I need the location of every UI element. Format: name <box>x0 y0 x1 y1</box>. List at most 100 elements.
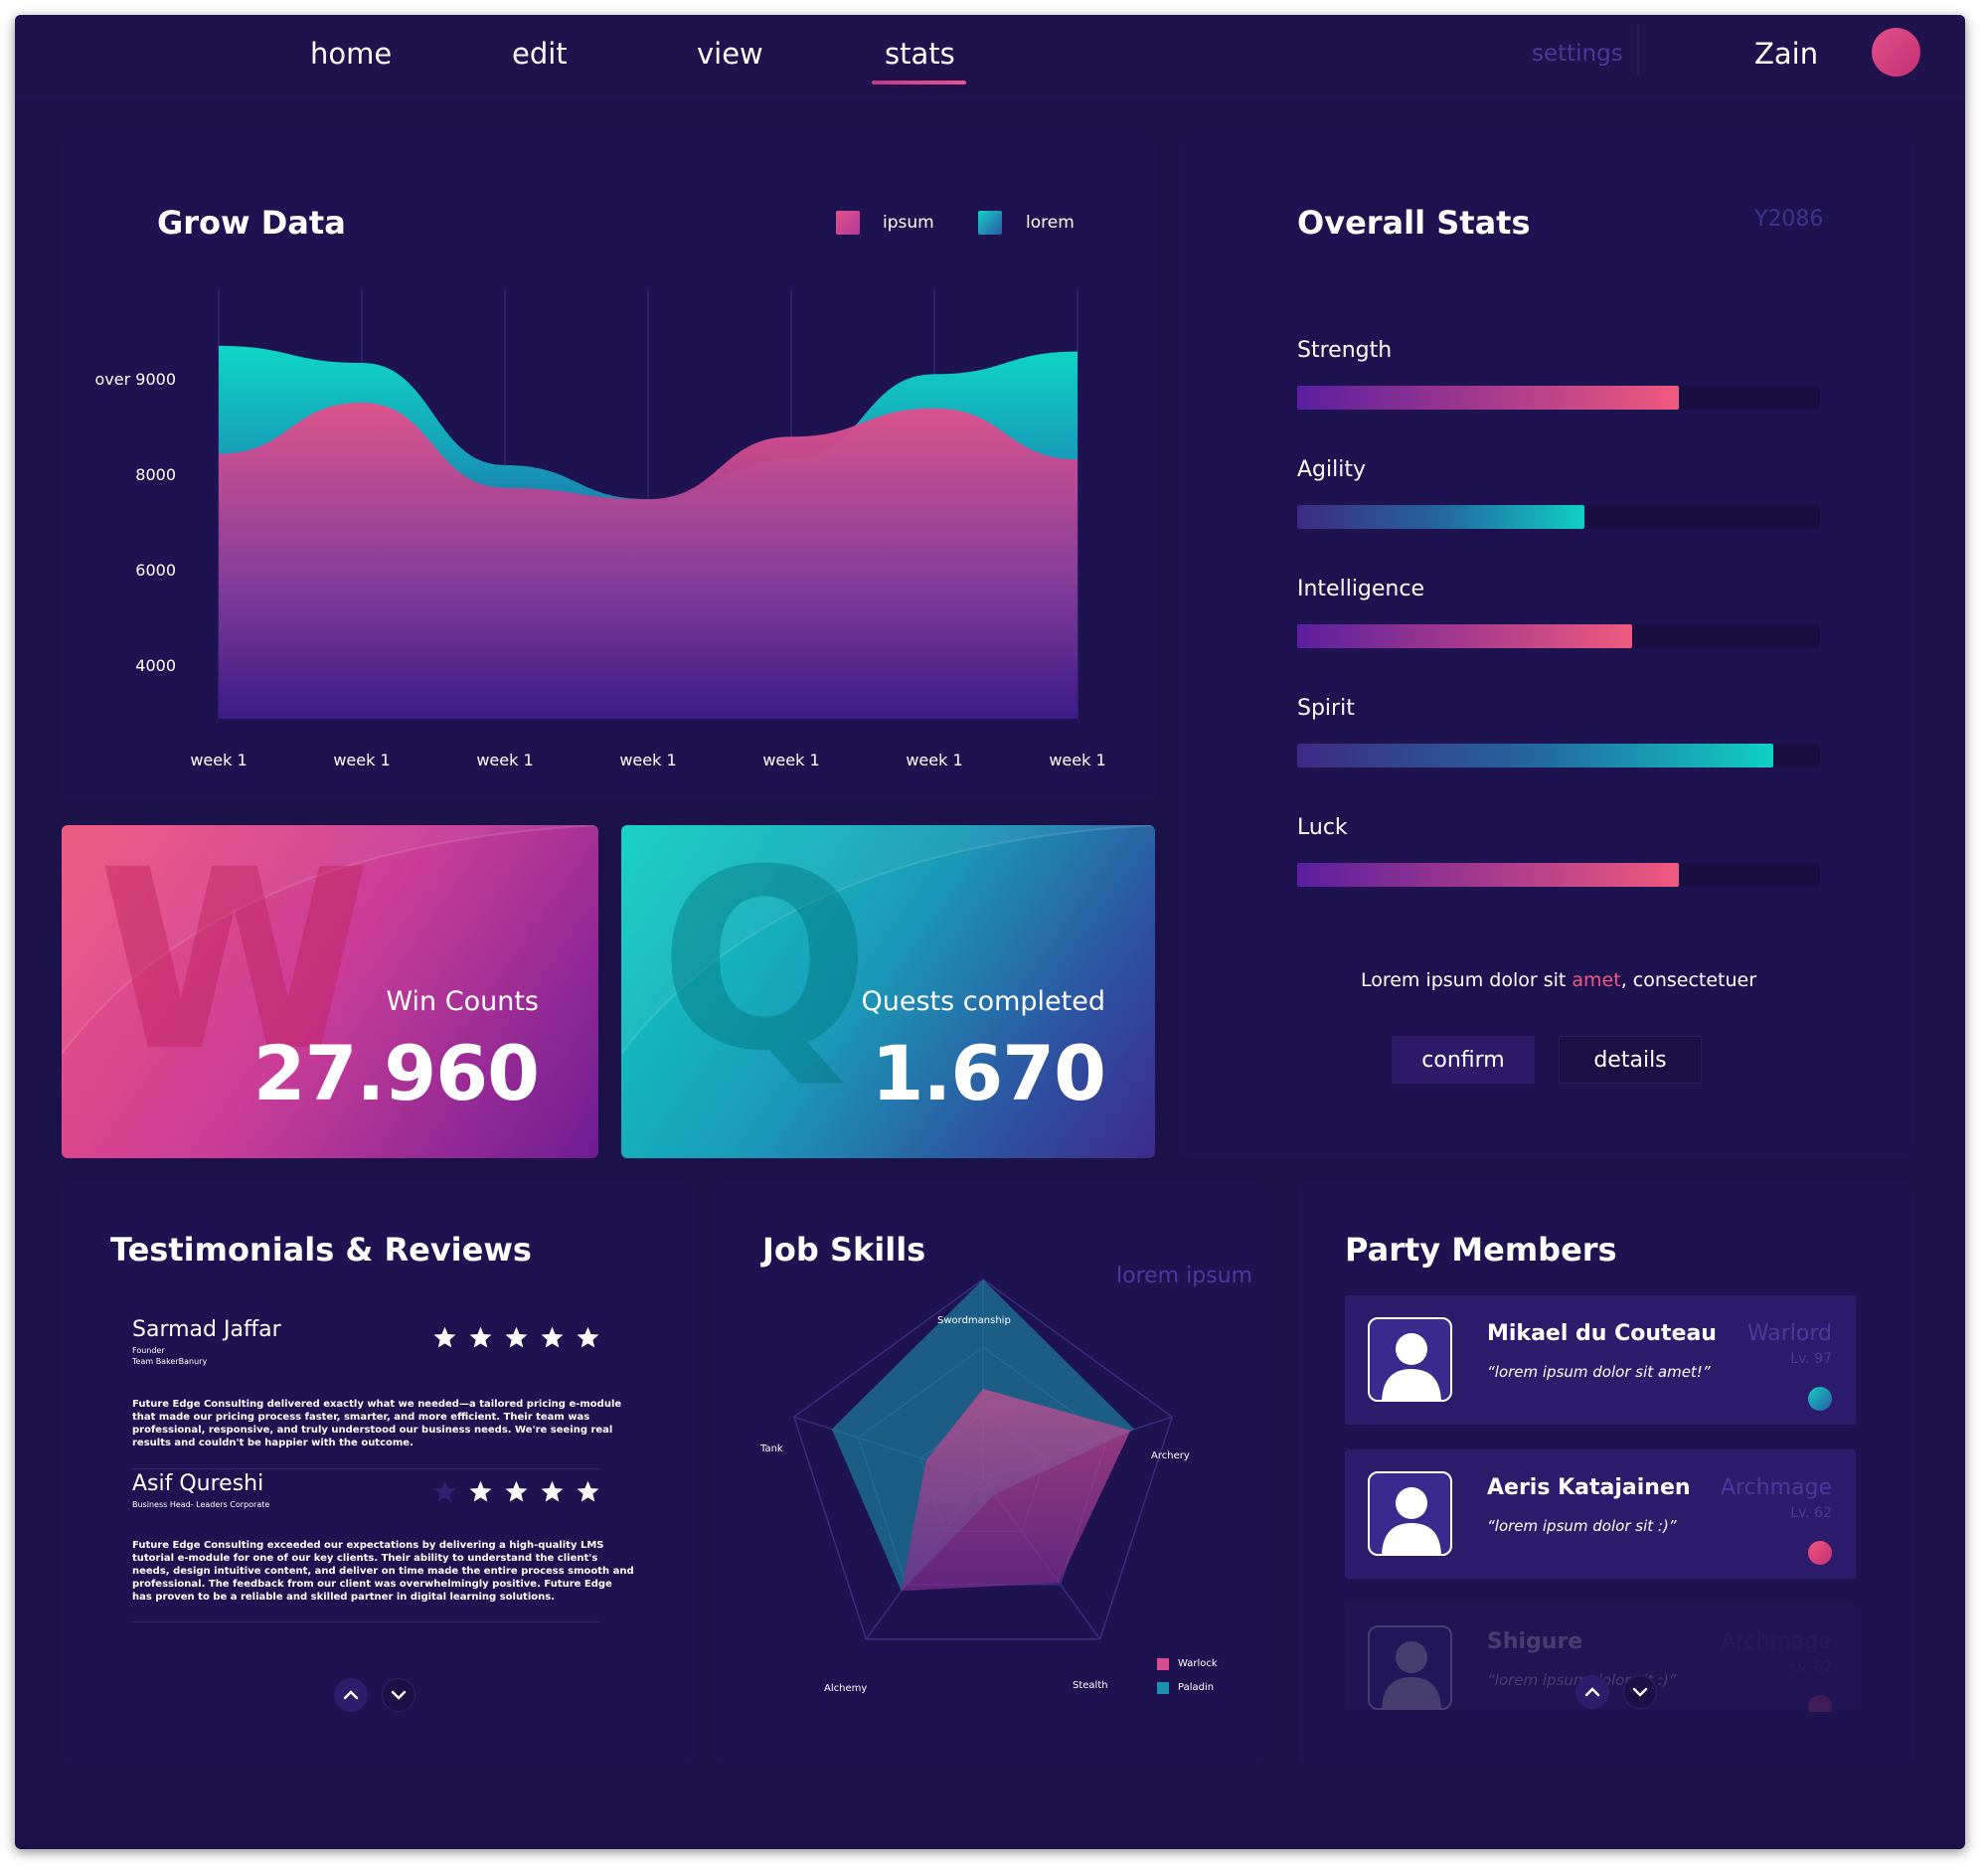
legend-swatch-lorem <box>978 211 1002 235</box>
nav-edit[interactable]: edit <box>512 37 568 71</box>
card-shine <box>62 825 598 1055</box>
radar-legend-label-paladin: Paladin <box>1178 1682 1215 1693</box>
stat-bar-agility <box>1297 505 1820 529</box>
stat-bar-fill <box>1297 505 1585 529</box>
star-icon <box>469 1326 492 1348</box>
user-icon <box>1382 1333 1441 1400</box>
grow-data-panel: Grow Data ipsum lorem over 90 <box>62 134 1155 800</box>
job-skills-radar-chart <box>792 1278 1174 1640</box>
confirm-button[interactable]: confirm <box>1392 1036 1535 1084</box>
member-avatar <box>1368 1471 1452 1556</box>
member-level: Lv. 62 <box>1790 1505 1832 1521</box>
star-rating <box>432 1479 600 1504</box>
review-text: Future Edge Consulting delivered exactly… <box>132 1399 622 1448</box>
star-icon <box>541 1480 564 1502</box>
stat-name-intelligence: Intelligence <box>1297 577 1425 601</box>
job-skills-title: Job Skills <box>762 1231 926 1269</box>
avatar[interactable] <box>1872 28 1920 77</box>
member-class: Archmage <box>1720 1475 1832 1500</box>
reviewer-role: Business Head- Leaders Corporate <box>132 1500 270 1509</box>
radar-axis-label: Archery <box>1151 1450 1190 1461</box>
reviewer-name: Sarmad Jaffar <box>132 1317 281 1342</box>
legend-label-ipsum: ipsum <box>883 213 934 233</box>
stat-bar-fill <box>1297 744 1773 767</box>
radar-axis-label: Alchemy <box>824 1683 868 1694</box>
win-counts-label: Win Counts <box>386 986 539 1017</box>
win-counts-value: 27.960 <box>252 1029 540 1117</box>
x-tick-label: week 1 <box>333 751 391 769</box>
member-quote: “lorem ipsum dolor sit amet!” <box>1487 1363 1711 1381</box>
details-button[interactable]: details <box>1559 1036 1702 1084</box>
settings-link[interactable]: settings <box>1532 41 1623 67</box>
y-tick-label: 6000 <box>135 561 176 580</box>
member-status-dot <box>1808 1695 1832 1712</box>
member-name: Aeris Katajainen <box>1487 1475 1691 1500</box>
x-tick-label: week 1 <box>619 751 677 769</box>
radar-axis-label: Tank <box>760 1444 783 1454</box>
radar-axis-label: Swordmanship <box>937 1315 1011 1326</box>
party-scroll-up-button[interactable] <box>1575 1675 1609 1709</box>
review-text: Future Edge Consulting exceeded our expe… <box>132 1540 634 1603</box>
quests-completed-value: 1.670 <box>871 1029 1106 1117</box>
stat-bar-intelligence <box>1297 624 1820 648</box>
party-member-card[interactable]: Mikael du Couteau “lorem ipsum dolor sit… <box>1345 1295 1856 1425</box>
grow-data-title: Grow Data <box>157 204 346 242</box>
x-tick-label: week 1 <box>906 751 963 769</box>
x-tick-label: week 1 <box>476 751 534 769</box>
stat-bar-spirit <box>1297 744 1820 767</box>
quests-completed-card[interactable]: Q Quests completed 1.670 <box>621 825 1155 1158</box>
member-class: Warlord <box>1746 1321 1832 1346</box>
reviewer-company: Team BakerBanury <box>132 1357 208 1366</box>
username[interactable]: Zain <box>1754 37 1819 71</box>
radar-legend-swatch-warlock <box>1157 1658 1169 1670</box>
nav-view[interactable]: view <box>697 37 763 71</box>
card-watermark-letter: W <box>97 825 372 1105</box>
party-scroll-down-button[interactable] <box>1623 1675 1657 1709</box>
legend-swatch-ipsum <box>836 211 860 235</box>
caption-text: Lorem ipsum dolor sit <box>1360 969 1573 991</box>
scroll-up-button[interactable] <box>334 1678 368 1712</box>
chevron-up-icon <box>343 1690 359 1700</box>
y-tick-label: over 9000 <box>94 370 176 389</box>
radar-legend-label-warlock: Warlock <box>1178 1658 1218 1669</box>
party-member-card[interactable]: Aeris Katajainen “lorem ipsum dolor sit … <box>1345 1449 1856 1579</box>
stat-bar-fill <box>1297 863 1679 887</box>
stat-name-spirit: Spirit <box>1297 696 1355 721</box>
nav-home[interactable]: home <box>310 37 393 71</box>
review-divider <box>132 1468 599 1469</box>
win-counts-card[interactable]: W Win Counts 27.960 <box>62 825 598 1158</box>
x-tick-label: week 1 <box>762 751 820 769</box>
y-tick-label: 4000 <box>135 656 176 675</box>
star-rating <box>432 1325 600 1350</box>
member-name: Mikael du Couteau <box>1487 1321 1717 1346</box>
radar-grid-ring <box>792 1278 1174 1640</box>
member-level: Lv. 97 <box>1790 1351 1832 1367</box>
active-tab-indicator <box>872 81 966 85</box>
star-icon <box>433 1480 456 1502</box>
testimonials-panel <box>62 1183 694 1765</box>
reviewer-role: Founder <box>132 1346 165 1355</box>
nav-stats[interactable]: stats <box>885 37 955 71</box>
x-tick-label: week 1 <box>1049 751 1106 769</box>
user-icon <box>1382 1641 1441 1708</box>
stat-name-agility: Agility <box>1297 457 1366 482</box>
stat-bar-fill <box>1297 386 1679 410</box>
star-icon <box>433 1326 456 1348</box>
star-icon <box>577 1480 599 1502</box>
radar-axis-label: Stealth <box>1073 1680 1108 1691</box>
card-watermark-letter: Q <box>659 825 871 1105</box>
job-skills-subtitle: lorem ipsum <box>1116 1264 1253 1288</box>
chevron-up-icon <box>1584 1687 1600 1697</box>
member-name: Shigure <box>1487 1629 1583 1654</box>
radar-series-warlock <box>901 1389 1131 1592</box>
scroll-down-button[interactable] <box>382 1678 415 1712</box>
x-tick-label: week 1 <box>190 751 248 769</box>
member-level: Lv. 62 <box>1790 1659 1832 1675</box>
radar-legend-swatch-paladin <box>1157 1682 1169 1694</box>
caption-accent: amet <box>1572 969 1621 991</box>
party-list-viewport: Mikael du Couteau “lorem ipsum dolor sit… <box>15 15 1965 1712</box>
caption-text-end: , consectetuer <box>1620 969 1757 991</box>
legend-label-lorem: lorem <box>1026 213 1075 233</box>
member-avatar <box>1368 1625 1452 1710</box>
grow-data-chart <box>218 288 1078 719</box>
